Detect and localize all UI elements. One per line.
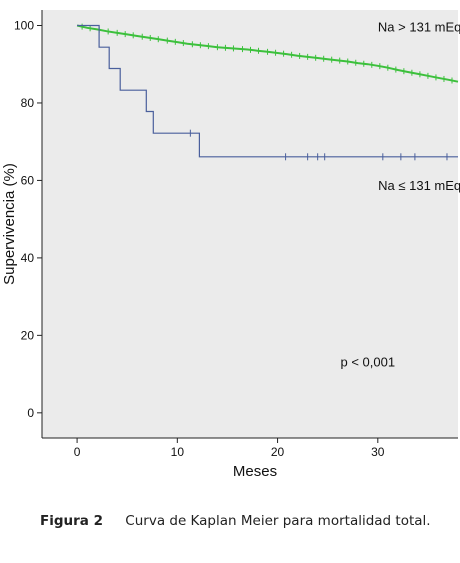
x-tick-label: 20 xyxy=(271,445,285,459)
chart-annotation: p < 0,001 xyxy=(340,354,395,369)
y-tick-label: 40 xyxy=(21,251,35,265)
caption-label: Figura 2 xyxy=(40,513,103,529)
y-axis-label: Supervivencia (%) xyxy=(1,163,18,285)
y-tick-label: 80 xyxy=(21,96,35,110)
x-tick-label: 10 xyxy=(171,445,185,459)
figure-caption: Figura 2 Curva de Kaplan Meier para mort… xyxy=(40,513,431,529)
y-tick-label: 0 xyxy=(27,406,34,420)
y-tick-label: 20 xyxy=(21,328,35,342)
kaplan-meier-chart: 0 20 40 60 80 100 0 10 20 30 Na > 131 mEq/l Na ≤ 1… xyxy=(1,10,460,480)
series-line-1 xyxy=(77,24,458,158)
x-tick-label: 30 xyxy=(371,445,385,459)
x-tick-label: 0 xyxy=(74,445,81,459)
chart-annotation: Na ≤ 131 mEq/l xyxy=(378,178,460,193)
plot-area xyxy=(42,10,458,438)
x-axis-label: Meses xyxy=(233,463,277,480)
chart-annotation: Na > 131 mEq/l xyxy=(378,19,460,34)
y-tick-label: 60 xyxy=(21,173,35,187)
y-tick-label: 100 xyxy=(14,18,34,32)
caption-text: Curva de Kaplan Meier para mortalidad to… xyxy=(125,513,431,529)
